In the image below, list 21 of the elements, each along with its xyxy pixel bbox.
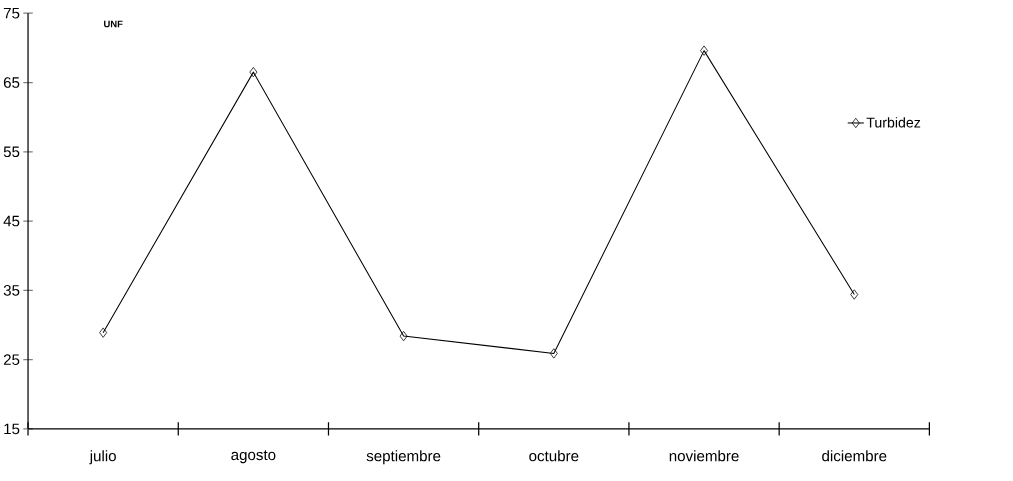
point (249, 67, 258, 78)
y-tick-label: 55 (3, 146, 20, 158)
x-tick-label: noviembre (669, 450, 739, 462)
y-tick-label: 25 (3, 354, 20, 366)
y-tick-label: 45 (3, 215, 20, 227)
x-tick-label: diciembre (822, 450, 887, 462)
x-tick-label: octubre (529, 450, 579, 462)
legend-label: Turbidez (866, 117, 921, 128)
x-tick-label: julio (89, 450, 116, 465)
point (549, 348, 558, 359)
point (99, 327, 108, 338)
y-tick-label: 35 (3, 285, 20, 296)
x-tick-label: agosto (231, 450, 276, 464)
y-axis-title: UNF (104, 20, 123, 28)
point (850, 289, 859, 300)
point (700, 45, 708, 56)
y-tick-label: 75 (3, 8, 20, 19)
point (399, 331, 408, 342)
x-tick-label: septiembre (366, 450, 441, 465)
y-tick-label: 65 (3, 77, 20, 88)
y-tick-label: 15 (4, 423, 20, 435)
